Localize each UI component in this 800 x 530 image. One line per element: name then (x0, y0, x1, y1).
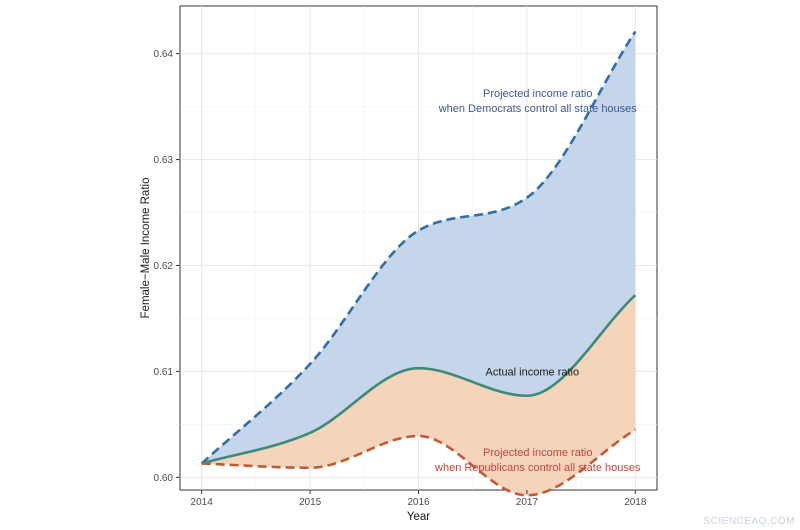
democrat-projection-line (200, 30, 637, 465)
democrat-gap-area (201, 31, 636, 464)
annotation-line: when Republicans control all state house… (434, 462, 641, 474)
democrat-annotation: Projected income ratio when Democrats con… (438, 88, 638, 115)
x-axis-title: Year (407, 511, 430, 523)
watermark-text: SCIENCEAQ.COM (703, 516, 795, 527)
y-tick-label: 0.62 (154, 261, 174, 272)
actual-income-line (201, 294, 637, 465)
axes: 0.60 0.61 0.62 0.63 0.64 2014 2015 2016 2017 2018… (140, 49, 647, 523)
republican-gap-area (201, 295, 636, 496)
actual-annotation: Actual income ratio (486, 366, 580, 378)
annotation-line: Actual income ratio (486, 366, 580, 378)
republican-annotation: Projected income ratio when Republicans c… (434, 447, 641, 474)
fill-areas (201, 31, 636, 496)
x-tick-label: 2016 (407, 497, 430, 508)
y-tick-label: 0.60 (154, 473, 174, 484)
y-tick-label: 0.61 (154, 367, 174, 378)
x-tick-label: 2014 (191, 497, 214, 508)
y-tick-label: 0.63 (154, 155, 174, 166)
x-tick-label: 2015 (299, 497, 322, 508)
series-lines (200, 30, 637, 497)
annotations: Projected income ratio when Democrats con… (434, 88, 641, 474)
x-tick-label: 2017 (516, 497, 539, 508)
republican-projection-line (201, 428, 637, 497)
annotation-line: when Democrats control all state houses (438, 103, 638, 115)
annotation-line: Projected income ratio (483, 88, 592, 100)
x-tick-label: 2018 (624, 497, 647, 508)
y-tick-label: 0.64 (154, 49, 174, 60)
y-axis-title: Female−Male Income Ratio (140, 178, 152, 319)
annotation-line: Projected income ratio (483, 447, 592, 459)
